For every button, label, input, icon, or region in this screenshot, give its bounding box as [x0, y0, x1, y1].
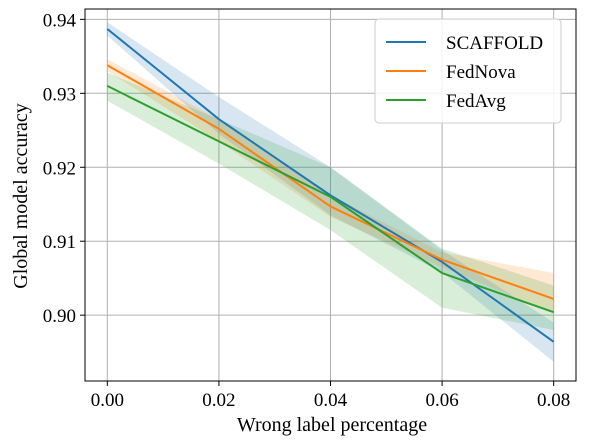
y-axis-label: Global model accuracy	[10, 103, 32, 288]
x-tick-label: 0.08	[537, 390, 570, 411]
y-tick-label: 0.93	[43, 84, 76, 105]
legend-label-scaffold: SCAFFOLD	[446, 33, 543, 54]
axis-ticks: 0.00 0.02 0.04 0.06 0.08 0.90 0.91 0.92 0.93 0.94	[43, 10, 571, 411]
legend-box	[374, 18, 562, 124]
y-tick-label: 0.94	[43, 10, 77, 31]
confidence-band-scaffold	[107, 22, 554, 362]
series-line-scaffold	[106, 28, 555, 343]
series-line-fednova	[106, 64, 555, 300]
x-tick-label: 0.00	[91, 390, 124, 411]
legend-label-fednova: FedNova	[446, 62, 516, 83]
x-tick-label: 0.04	[314, 390, 348, 411]
y-tick-label: 0.92	[43, 158, 76, 179]
y-tick-label: 0.90	[43, 306, 76, 327]
series-line-fedavg	[106, 85, 555, 314]
legend: SCAFFOLD FedNova FedAvg	[374, 18, 562, 124]
x-tick-label: 0.02	[202, 390, 235, 411]
confidence-band-fednova	[107, 59, 554, 313]
confidence-bands	[107, 22, 554, 362]
x-axis-label: Wrong label percentage	[237, 414, 427, 436]
x-tick-label: 0.06	[425, 390, 458, 411]
legend-label-fedavg: FedAvg	[446, 91, 506, 112]
confidence-band-fedavg	[107, 72, 554, 330]
series-lines	[106, 28, 555, 343]
y-tick-label: 0.91	[43, 232, 76, 253]
